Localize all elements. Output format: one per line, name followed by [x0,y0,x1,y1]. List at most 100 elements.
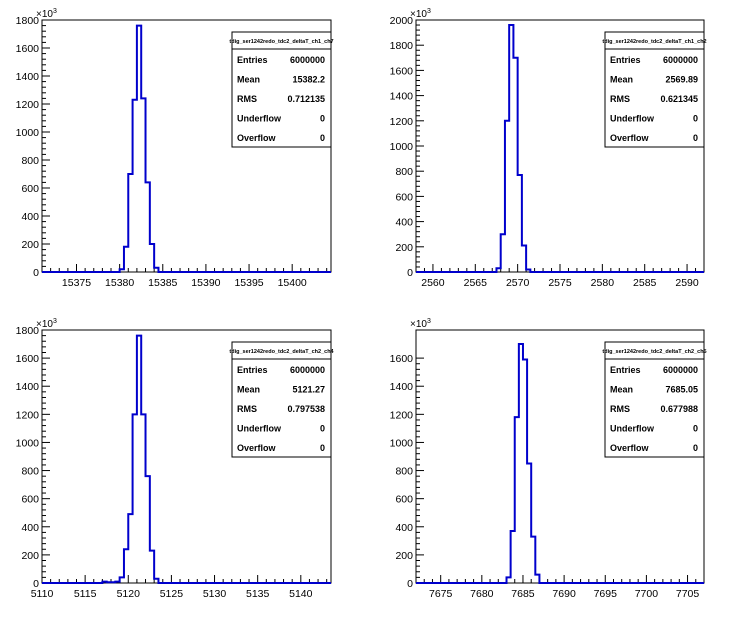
stats-label: RMS [610,94,630,104]
stats-value: 6000000 [290,365,325,375]
x-tick-label: 15390 [191,277,220,289]
histogram-bin [501,234,505,272]
histogram-bin [150,551,154,583]
stats-value: 2569.89 [665,75,698,85]
histogram-bin [519,344,523,583]
y-tick-label: 1000 [16,437,40,449]
histogram-bin [141,98,145,272]
y-tick-label: 1400 [16,381,40,393]
x-tick-label: 2580 [591,277,615,289]
x-tick-label: 7680 [470,588,494,600]
y-tick-label: 800 [395,466,413,478]
stats-label: Mean [237,75,260,85]
stats-value: 0 [320,114,325,124]
x-tick-label: 2560 [421,277,445,289]
x-tick-label: 2585 [633,277,657,289]
histogram-title: tdig_ser1242redo_tdc2_deltaT_ch2_ch4 [229,349,334,355]
stats-label: RMS [237,94,257,104]
stats-box [231,31,332,148]
stats-value: 15382.2 [292,75,325,85]
x-tick-label: 15395 [234,277,263,289]
histogram-line [416,24,704,273]
histogram-bin [507,577,511,583]
stats-value: 6000000 [663,55,698,65]
stats-label: Mean [237,385,260,395]
x-tick-label: 5135 [246,588,270,600]
histogram-bin [150,244,154,272]
stats-value: 0 [320,133,325,143]
y-tick-label: 1600 [16,43,40,55]
histogram-bin [531,537,535,583]
histogram-line [42,24,331,273]
histogram-bin [154,268,158,272]
y-tick-label: 800 [395,166,413,178]
y-tick-label: 1000 [16,127,40,139]
stats-value: 0 [693,443,698,453]
histogram-bin [133,100,137,272]
y-tick-label: 1600 [390,65,414,77]
stats-label: Overflow [610,443,650,453]
y-tick-label: 1400 [390,91,414,103]
y-tick-label: 200 [21,550,39,562]
y-tick-label: 1600 [390,353,414,365]
histogram-bin [522,246,526,272]
y-tick-label: 200 [395,242,413,254]
histogram-bin [141,414,145,583]
histogram-panel-1: 0 200 400 600 800 1000 1200 1400 1600 1800 15375 15… [16,8,334,289]
histogram-bin [111,582,115,583]
histogram-bin [511,531,515,583]
x-tick-label: 15385 [148,277,177,289]
stats-value: 0 [693,133,698,143]
histogram-bin [523,360,527,583]
histogram-bin [128,174,132,272]
histogram-bin [124,549,128,583]
stats-label: Underflow [237,114,282,124]
x-tick-label: 5130 [203,588,227,600]
histogram-bin [496,268,500,272]
stats-label: Overflow [237,443,277,453]
stats-label: Overflow [610,133,650,143]
histogram-bin [154,579,158,583]
stats-value: 6000000 [663,365,698,375]
x-tick-label: 5125 [160,588,184,600]
histogram-bin [535,575,539,583]
stats-label: RMS [237,404,257,414]
histogram-bin [146,182,150,272]
stats-label: Underflow [610,424,655,434]
stats-label: Entries [237,365,268,375]
stats-value: 0.621345 [660,94,698,104]
x-tick-label: 2590 [675,277,699,289]
stats-label: Entries [237,55,268,65]
x-tick-label: 7695 [594,588,618,600]
x-tick-label: 5140 [289,588,313,600]
x-tick-label: 2565 [464,277,488,289]
stats-label: Overflow [237,133,277,143]
y-tick-label: 600 [21,494,39,506]
histogram-bin [505,121,509,272]
histogram-panel-3: 0 200 400 600 800 1000 1200 1400 1600 1800 5110 511… [16,318,335,600]
x-tick-label: 7675 [429,588,453,600]
stats-value: 0 [320,443,325,453]
stats-value: 7685.05 [665,385,698,395]
y-tick-label: 0 [407,578,413,590]
histogram-bin [513,58,517,272]
y-tick-label: 400 [395,217,413,229]
x-tick-label: 5120 [117,588,141,600]
histogram-bin [107,582,111,583]
y-axis-multiplier: ×103 [36,8,57,20]
histogram-panel-4: 0 200 400 600 800 1000 1200 1400 1600 7675 7680 768… [390,318,707,600]
y-axis-multiplier: ×103 [410,8,431,20]
histogram-bin [527,464,531,583]
y-tick-label: 200 [21,239,39,251]
y-tick-label: 200 [395,550,413,562]
stats-label: RMS [610,404,630,414]
stats-value: 0.712135 [287,94,325,104]
y-tick-label: 1800 [16,325,40,337]
x-tick-label: 2575 [548,277,572,289]
histogram-bin [133,414,137,583]
histogram-line [416,343,704,584]
y-tick-label: 1800 [16,15,40,27]
y-tick-label: 1200 [390,116,414,128]
y-tick-label: 400 [395,522,413,534]
